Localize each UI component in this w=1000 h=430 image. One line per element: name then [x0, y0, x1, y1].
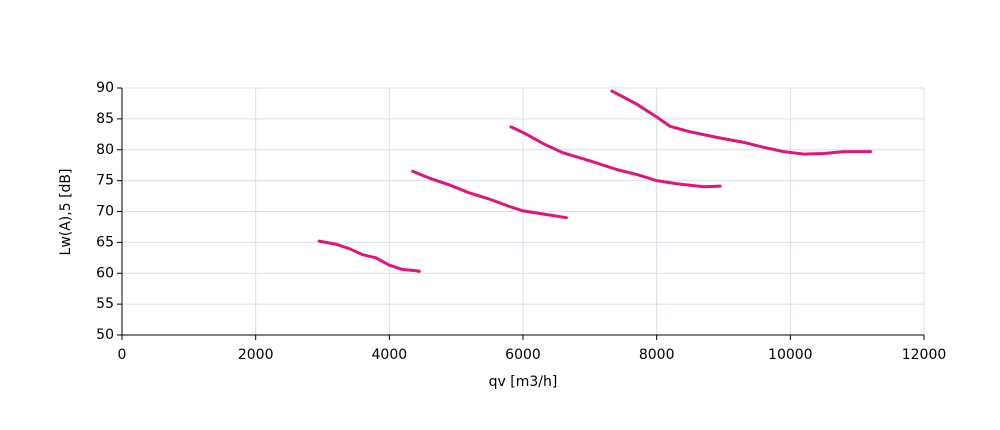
- x-tick-label: 8000: [639, 347, 675, 363]
- y-tick-label: 85: [96, 111, 114, 127]
- x-tick-label: 4000: [372, 347, 408, 363]
- y-tick-label: 70: [96, 204, 114, 220]
- x-axis-label: qv [m3/h]: [489, 374, 558, 390]
- y-tick-label: 75: [96, 173, 114, 189]
- y-tick-label: 50: [96, 327, 114, 343]
- x-tick-label: 10000: [768, 347, 813, 363]
- y-tick-label: 55: [96, 296, 114, 312]
- y-tick-label: 60: [96, 265, 114, 281]
- x-tick-label: 0: [118, 347, 127, 363]
- y-tick-label: 65: [96, 234, 114, 250]
- series-line: [610, 89, 873, 156]
- x-tick-label: 2000: [238, 347, 274, 363]
- y-tick-label: 90: [96, 80, 114, 96]
- y-tick-label: 80: [96, 142, 114, 158]
- series-line: [411, 169, 568, 220]
- series-line: [509, 125, 722, 189]
- x-tick-label: 6000: [505, 347, 541, 363]
- series-line: [317, 239, 421, 273]
- x-tick-label: 12000: [902, 347, 947, 363]
- y-axis-label: Lw(A),5 [dB]: [58, 169, 74, 256]
